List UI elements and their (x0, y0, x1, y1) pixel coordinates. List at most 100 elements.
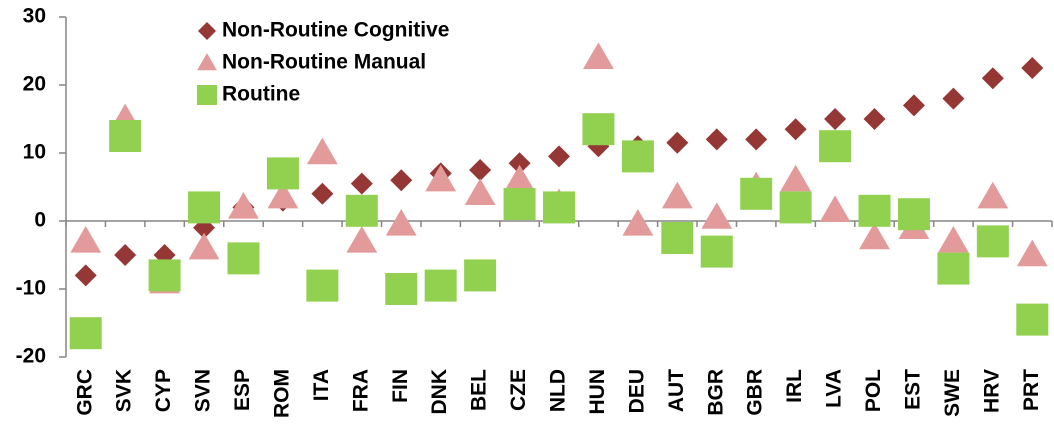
marker (938, 226, 969, 253)
x-tick-label: FIN (389, 369, 412, 403)
marker (897, 198, 930, 231)
marker (69, 317, 102, 350)
marker (666, 131, 689, 154)
legend-marker (197, 53, 217, 71)
x-tick-label: ROM (270, 369, 293, 418)
marker (114, 244, 137, 266)
marker (937, 252, 970, 285)
x-tick-label: BGR (704, 369, 727, 416)
legend-label: Routine (222, 83, 300, 106)
marker (148, 259, 181, 292)
x-tick-label: SVK (113, 369, 136, 412)
marker (306, 137, 338, 165)
x-tick-label: NLD (547, 369, 570, 412)
y-tick-label: -10 (16, 277, 46, 300)
legend-label: Non-Routine Manual (222, 51, 426, 74)
marker (548, 145, 570, 168)
marker (543, 191, 575, 224)
y-tick-label: 30 (23, 5, 46, 28)
marker (346, 226, 378, 253)
marker (188, 191, 221, 224)
marker (503, 188, 536, 220)
legend-marker (197, 85, 217, 105)
marker (745, 128, 768, 151)
marker (1016, 303, 1049, 336)
x-tick-label: ESP (231, 369, 254, 411)
x-tick-label: PRT (1020, 369, 1043, 411)
marker (1016, 239, 1048, 267)
x-tick-label: SWE (941, 369, 964, 417)
legend-marker (198, 22, 216, 40)
y-tick-label: -20 (16, 345, 46, 368)
marker (701, 202, 733, 229)
x-tick-label: IRL (783, 369, 806, 403)
marker (311, 182, 334, 205)
x-tick-label: POL (862, 369, 885, 412)
x-tick-label: DEU (625, 369, 648, 413)
marker (705, 128, 728, 151)
y-tick-label: 0 (34, 209, 46, 232)
marker (227, 242, 260, 275)
marker (228, 192, 259, 219)
x-tick-label: EST (902, 369, 925, 410)
marker (469, 159, 492, 181)
x-tick-label: HUN (586, 369, 609, 415)
x-tick-label: GRC (73, 369, 96, 416)
marker (661, 222, 694, 254)
x-tick-label: CYP (152, 369, 175, 412)
marker (824, 108, 847, 130)
marker (267, 181, 299, 209)
marker (1021, 57, 1044, 79)
x-tick-label: BEL (468, 369, 491, 411)
x-tick-label: DNK (428, 369, 451, 415)
marker (345, 194, 378, 227)
marker (350, 172, 373, 195)
marker (582, 113, 615, 146)
marker (977, 181, 1009, 209)
marker (424, 269, 457, 302)
marker (661, 181, 693, 209)
marker (74, 264, 97, 287)
x-tick-label: ITA (310, 369, 333, 401)
marker (863, 108, 886, 130)
marker (819, 130, 852, 163)
marker (464, 178, 496, 205)
marker (266, 157, 299, 190)
marker (70, 226, 102, 253)
marker (385, 209, 417, 236)
marker (621, 140, 654, 173)
x-tick-label: LVA (823, 369, 846, 408)
marker (508, 152, 531, 175)
marker (858, 194, 891, 227)
marker (390, 169, 413, 192)
marker (819, 195, 851, 222)
marker (385, 273, 418, 305)
x-tick-label: AUT (665, 369, 688, 412)
marker (622, 209, 654, 236)
marker (981, 67, 1004, 90)
marker (780, 164, 812, 192)
marker (504, 164, 535, 192)
legend-label: Non-Routine Cognitive (222, 19, 449, 42)
marker (464, 259, 497, 292)
x-tick-label: GBR (744, 369, 767, 416)
marker (902, 94, 925, 117)
marker (306, 269, 339, 302)
x-tick-label: HRV (980, 369, 1003, 413)
y-tick-label: 10 (23, 141, 46, 164)
x-tick-label: SVN (192, 369, 215, 412)
marker (942, 87, 965, 110)
marker (109, 120, 142, 152)
marker (583, 42, 614, 69)
marker (188, 232, 220, 260)
marker (784, 118, 807, 141)
marker (700, 235, 733, 268)
y-tick-label: 20 (23, 73, 46, 96)
marker (740, 177, 773, 210)
marker (779, 191, 812, 224)
x-tick-label: FRA (349, 369, 372, 412)
x-tick-label: CZE (507, 369, 530, 411)
marker (859, 222, 890, 250)
marker (976, 225, 1009, 258)
